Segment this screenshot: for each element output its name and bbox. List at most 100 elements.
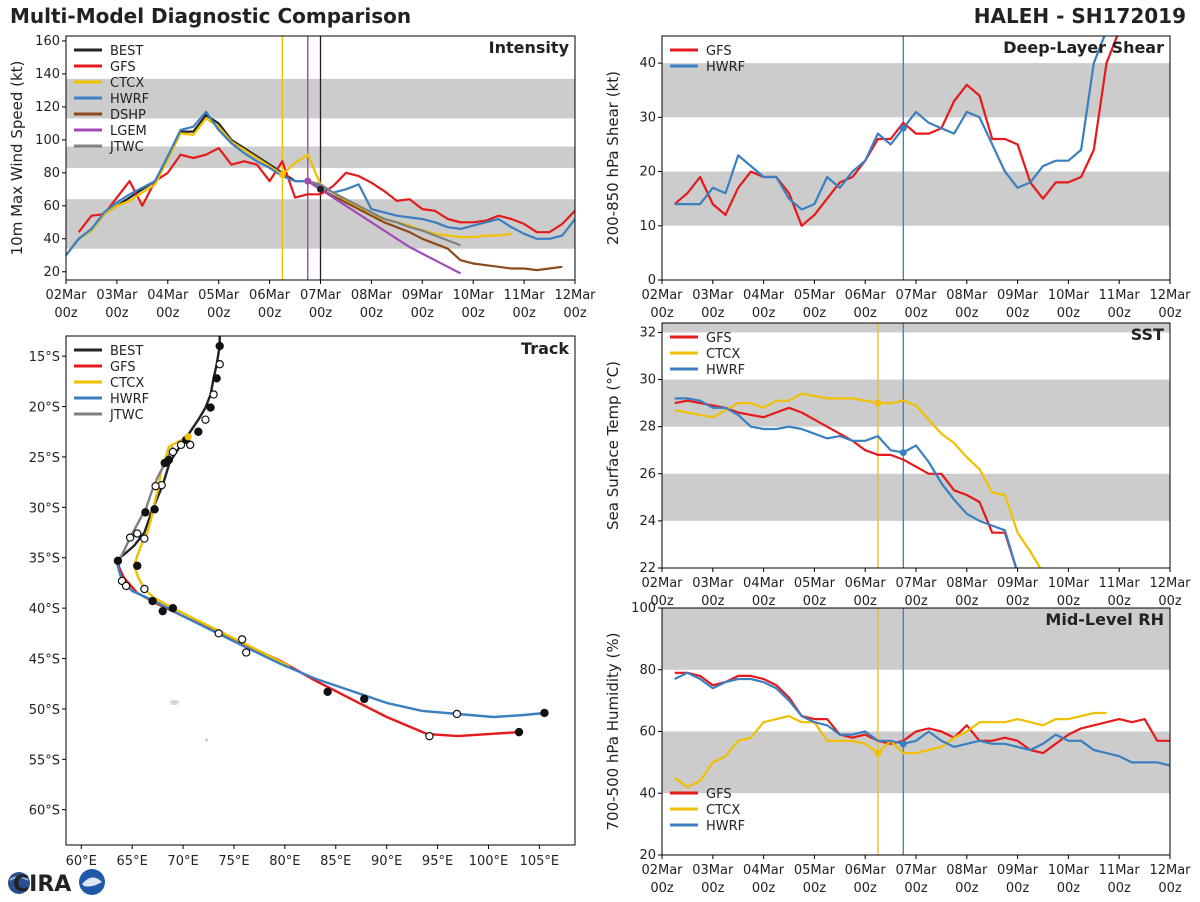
intensity-legend-label-hwrf: HWRF [110,92,149,107]
sst-xtick-sublabel: 00z [752,594,776,609]
track-ytick-label: 45°S [29,653,60,668]
intensity-series-dshp [307,180,563,272]
track-legend-label-best: BEST [110,344,143,359]
track-marker [360,694,369,704]
sst-xtick-sublabel: 00z [1108,594,1132,609]
intensity-ytick-label: 160 [35,34,60,49]
rh-xtick-label: 05Mar [794,863,836,878]
track-marker [176,440,186,450]
track-series-hwrf [115,562,545,719]
shear-xtick-label: 07Mar [895,288,937,303]
shear-ylabel: 200-850 hPa Shear (kt) [604,71,622,245]
rh-xtick-label: 02Mar [641,863,683,878]
rh-vline-dot-0 [874,749,882,757]
track-marker [140,534,149,543]
rh-series-hwrf [674,671,1170,767]
page-title: Multi-Model Diagnostic Comparison [10,4,412,28]
track-ytick-label: 20°S [29,401,60,416]
intensity-ytick-label: 140 [35,67,60,82]
intensity-xtick-label: 12Mar [554,288,596,303]
sst-xtick-label: 07Mar [895,576,937,591]
track-marker [140,584,149,594]
sst-xtick-label: 04Mar [743,576,785,591]
track-xtick-label: 60°E [66,854,97,869]
intensity-xtick-label: 08Mar [351,288,393,303]
rh-xtick-sublabel: 00z [955,881,979,896]
track-legend-label-jtwc: JTWC [109,408,144,423]
track-plot [113,336,549,742]
rh-title: Mid-Level RH [1045,610,1164,629]
intensity-legend-label-dshp: DSHP [110,108,146,123]
track-marker [141,508,150,517]
sst-xtick-label: 12Mar [1149,576,1191,591]
intensity-vline-dot-3 [317,185,324,193]
intensity-xtick-sublabel: 00z [258,306,282,321]
track-marker [237,635,247,644]
shear-xtick-sublabel: 00z [1057,306,1081,321]
shear-series-hwrf [674,36,1106,211]
track-marker [452,709,462,719]
track-xtick-label: 75°E [218,854,249,869]
sst-title: SST [1131,325,1164,344]
rh-series-gfs [674,671,1170,755]
intensity-chart: 20 40 60 80 100 120 140 160 02Mar 00z 03Mar 00z 04Ma… [8,34,596,321]
rh-xtick-sublabel: 00z [650,881,674,896]
track-xtick-label: 80°E [269,854,300,869]
sst-xtick-sublabel: 00z [650,594,674,609]
sst-ytick-label: 32 [639,325,656,340]
intensity-ytick-label: 40 [43,232,60,247]
track-marker [194,427,203,436]
rh-ytick-label: 60 [639,725,656,740]
rh-xtick-label: 06Mar [845,863,887,878]
intensity-ytick-label: 80 [43,166,60,181]
rh-legend-label-hwrf: HWRF [706,819,745,834]
sst-legend-label-ctcx: CTCX [706,347,740,362]
intensity-xtick-sublabel: 00z [462,306,486,321]
track-marker [113,556,123,565]
cira-logo: CIRA [4,866,106,898]
sst-xtick-sublabel: 00z [1006,594,1030,609]
rh-xtick-label: 03Mar [692,863,734,878]
track-marker [215,341,224,351]
track-ytick-label: 60°S [29,804,60,819]
track-xtick-label: 70°E [167,854,198,869]
track-xtick-label: 95°E [422,854,453,869]
track-marker [241,648,251,657]
shear-legend-label-hwrf: HWRF [706,60,745,75]
rh-xtick-label: 12Mar [1149,863,1191,878]
track-marker [168,603,178,613]
sst-series-hwrf [674,397,1018,568]
logo-text: CIRA [13,872,71,897]
track-marker [160,458,169,468]
intensity-ytick-label: 20 [43,265,60,280]
track-marker-ctcx [184,433,192,441]
sst-xtick-sublabel: 00z [803,594,827,609]
shear-xtick-sublabel: 00z [701,306,725,321]
track-ytick-label: 25°S [29,451,60,466]
sst-plot [662,323,1170,568]
track-marker [125,533,135,542]
shear-xtick-sublabel: 00z [752,306,776,321]
intensity-xtick-sublabel: 00z [360,306,384,321]
track-marker [425,731,434,741]
intensity-xtick-label: 06Mar [249,288,291,303]
intensity-xtick-sublabel: 00z [54,306,78,321]
sst-ytick-label: 26 [639,467,656,482]
track-marker [540,708,549,718]
sst-legend-label-gfs: GFS [706,331,732,346]
intensity-ytick-label: 120 [35,100,60,115]
track-marker [201,415,210,424]
rh-xtick-sublabel: 00z [904,881,928,896]
rh-xtick-label: 11Mar [1099,863,1141,878]
track-series-ctcx [132,435,291,668]
track-marker [212,374,221,383]
intensity-xtick-label: 11Mar [504,288,546,303]
island-heard [205,738,208,742]
track-marker [206,403,215,412]
track-xtick-label: 85°E [320,854,351,869]
intensity-xtick-label: 02Mar [45,288,87,303]
shear-ytick-label: 30 [639,110,656,125]
shear-xtick-sublabel: 00z [1108,306,1132,321]
sst-xtick-sublabel: 00z [1057,594,1081,609]
intensity-xtick-sublabel: 00z [411,306,435,321]
